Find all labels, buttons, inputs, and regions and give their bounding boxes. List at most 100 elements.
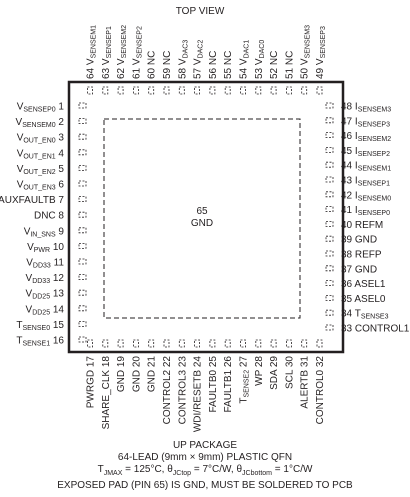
pin-24-label-wdi-resetb: WDI/RESETB 24 xyxy=(193,356,204,433)
pin-41-lead xyxy=(325,206,334,213)
pin-12-label-vdd33: VDD33 12 xyxy=(26,273,65,285)
pin-21-lead xyxy=(148,339,155,348)
pins-left-side: VSENSEP0 1 VSENSEM0 2 VOUT_EN0 3 VOUT_EN1 4… xyxy=(0,102,87,348)
pin-55-lead xyxy=(224,86,231,95)
pin-46-label-isensem2: 46 ISENSEM2 xyxy=(341,131,391,143)
pin-29-lead xyxy=(270,339,277,348)
exposed-pad-name: GND xyxy=(191,218,213,229)
exposed-pad-number: 65 xyxy=(196,206,208,217)
pin-14-lead xyxy=(78,305,87,312)
pin-43-label-isensep1: 43 ISENSEP1 xyxy=(341,176,390,188)
pin-45-label-isensep2: 45 ISENSEP2 xyxy=(341,146,390,158)
pin-28-label-wp: WP 28 xyxy=(254,356,265,386)
pin-18-lead xyxy=(102,339,109,348)
pin-41-label-isensep0: 41 ISENSEP0 xyxy=(341,205,390,217)
pin-32-label-control0: CONTROL0 32 xyxy=(315,356,326,425)
pin-12-lead xyxy=(78,274,87,281)
pin-6-lead xyxy=(78,180,87,187)
pin-22-label-control2: CONTROL2 22 xyxy=(162,356,173,425)
pin-63-lead xyxy=(102,86,109,95)
pin-38-lead xyxy=(325,250,334,257)
pin-42-lead xyxy=(325,191,334,198)
pin-42-label-isensem0: 42 ISENSEM0 xyxy=(341,190,391,202)
pins-bottom-side: PWRGD 17 SHARE_CLK 18 GND 19 GND 20 GND 21 CO… xyxy=(86,339,326,433)
pin-4-lead xyxy=(78,149,87,156)
package-info: UP PACKAGE 64-LEAD (9mm × 9mm) PLASTIC Q… xyxy=(0,440,410,492)
pin-33-label-control1: 33 CONTROL1 xyxy=(341,324,410,335)
pin-37-label-gnd: 37 GND xyxy=(341,264,377,275)
pin-15-label-tsense0: TSENSE0 15 xyxy=(16,320,64,332)
pin-10-label-vpwr: VPWR 10 xyxy=(27,242,64,254)
pin-27-label-tsense2: TSENSE2 27 xyxy=(239,356,251,404)
pin-63-label-vsensep1: 63 VSENSEP1 xyxy=(101,26,113,79)
pin-23-lead xyxy=(178,339,185,348)
pin-48-label-isensem3: 48 ISENSEM3 xyxy=(341,102,391,114)
pin-19-lead xyxy=(117,339,124,348)
pin-60-label-nc: 60 NC xyxy=(147,51,158,79)
pin-54-lead xyxy=(240,86,246,95)
pin-20-lead xyxy=(132,339,139,348)
pin-55-label-nc: 55 NC xyxy=(223,51,234,79)
pin-56-lead xyxy=(209,86,216,95)
package-description: 64-LEAD (9mm × 9mm) PLASTIC QFN xyxy=(117,452,293,463)
pin-48-lead xyxy=(325,102,334,109)
pin-3-label-vout-en0: VOUT_EN0 3 xyxy=(17,133,65,145)
package-body xyxy=(67,80,345,354)
pin-4-label-vout-en1: VOUT_EN1 4 xyxy=(17,148,65,160)
pin-44-label-isensem1: 44 ISENSEM1 xyxy=(341,161,391,173)
pin-20-label-gnd: GND 20 xyxy=(131,356,142,393)
pin-7-lead xyxy=(78,196,87,203)
pinout-diagram: TOP VIEW 65 GND VSENSEP0 1 VSENSEM0 2 VOUT… xyxy=(0,6,410,433)
pin-47-label-isensep3: 47 ISENSEP3 xyxy=(341,116,390,128)
pin-22-lead xyxy=(163,339,170,348)
pin-59-lead xyxy=(163,86,170,95)
pin-58-lead xyxy=(178,86,185,95)
pin-64-lead xyxy=(87,86,93,95)
pin-19-label-gnd: GND 19 xyxy=(116,356,127,393)
pin-53-lead xyxy=(255,86,262,95)
pin-38-label-refp: 38 REFP xyxy=(341,250,382,261)
pin-30-lead xyxy=(285,339,292,348)
pin-13-label-vdd25: VDD25 13 xyxy=(26,289,65,301)
pin-36-label-asel1: 36 ASEL1 xyxy=(341,279,386,290)
pin-10-lead xyxy=(78,242,87,249)
pin-8-label-dnc: DNC 8 xyxy=(34,211,64,222)
thermal-specs: TJMAX = 125°C, θJCtop = 7°C/W, θJCbottom… xyxy=(97,464,313,477)
pin-6-label-vout-en3: VOUT_EN3 6 xyxy=(17,180,65,192)
pin-37-lead xyxy=(325,265,334,272)
pin-62-lead xyxy=(117,86,124,95)
pin-1-lead xyxy=(78,102,87,109)
pin-9-label-vin-sns: VIN_SNS 9 xyxy=(24,226,65,238)
pin-40-label-refm: 40 REFM xyxy=(341,220,383,231)
pin-7-label-auxfaultb: AUXFAULTB 7 xyxy=(0,195,64,206)
pin-35-label-asel0: 35 ASEL0 xyxy=(341,294,386,305)
pin-5-lead xyxy=(78,164,87,171)
pin-25-label-faultb0: FAULTB0 25 xyxy=(208,356,219,413)
pin-15-lead xyxy=(78,320,87,327)
pin-33-lead xyxy=(325,324,334,331)
pin-62-label-vsensem2: 62 VSENSEM2 xyxy=(116,25,128,79)
pin-24-lead xyxy=(194,339,201,348)
pin-61-label-vsensep2: 61 VSENSEP2 xyxy=(131,26,143,79)
pin-39-lead xyxy=(325,235,334,242)
pin-44-lead xyxy=(325,161,334,168)
pin-29-label-sda: SDA 29 xyxy=(269,356,280,390)
pin-14-label-vdd25: VDD25 14 xyxy=(26,304,65,316)
pin-25-lead xyxy=(209,339,216,348)
pin-43-lead xyxy=(325,176,334,183)
top-view-title: TOP VIEW xyxy=(176,6,225,17)
pin-27-lead xyxy=(240,339,246,348)
pin-31-label-alertb: ALERTB 31 xyxy=(300,356,311,409)
pin-11-lead xyxy=(78,258,87,265)
pin-18-label-share-clk: SHARE_CLK 18 xyxy=(101,356,112,430)
pin-49-label-vsensep3: 49 VSENSEP3 xyxy=(315,26,327,79)
pin-49-lead xyxy=(316,86,323,95)
pin-3-lead xyxy=(78,133,87,140)
pin-50-lead xyxy=(301,86,308,95)
pin-39-label-gnd: 39 GND xyxy=(341,235,377,246)
pin-11-label-vdd33: VDD33 11 xyxy=(26,258,64,270)
pin-21-label-gnd: GND 21 xyxy=(147,356,158,393)
pin-46-lead xyxy=(325,132,334,139)
pin-2-label-vsensem0: VSENSEM0 2 xyxy=(16,117,65,129)
